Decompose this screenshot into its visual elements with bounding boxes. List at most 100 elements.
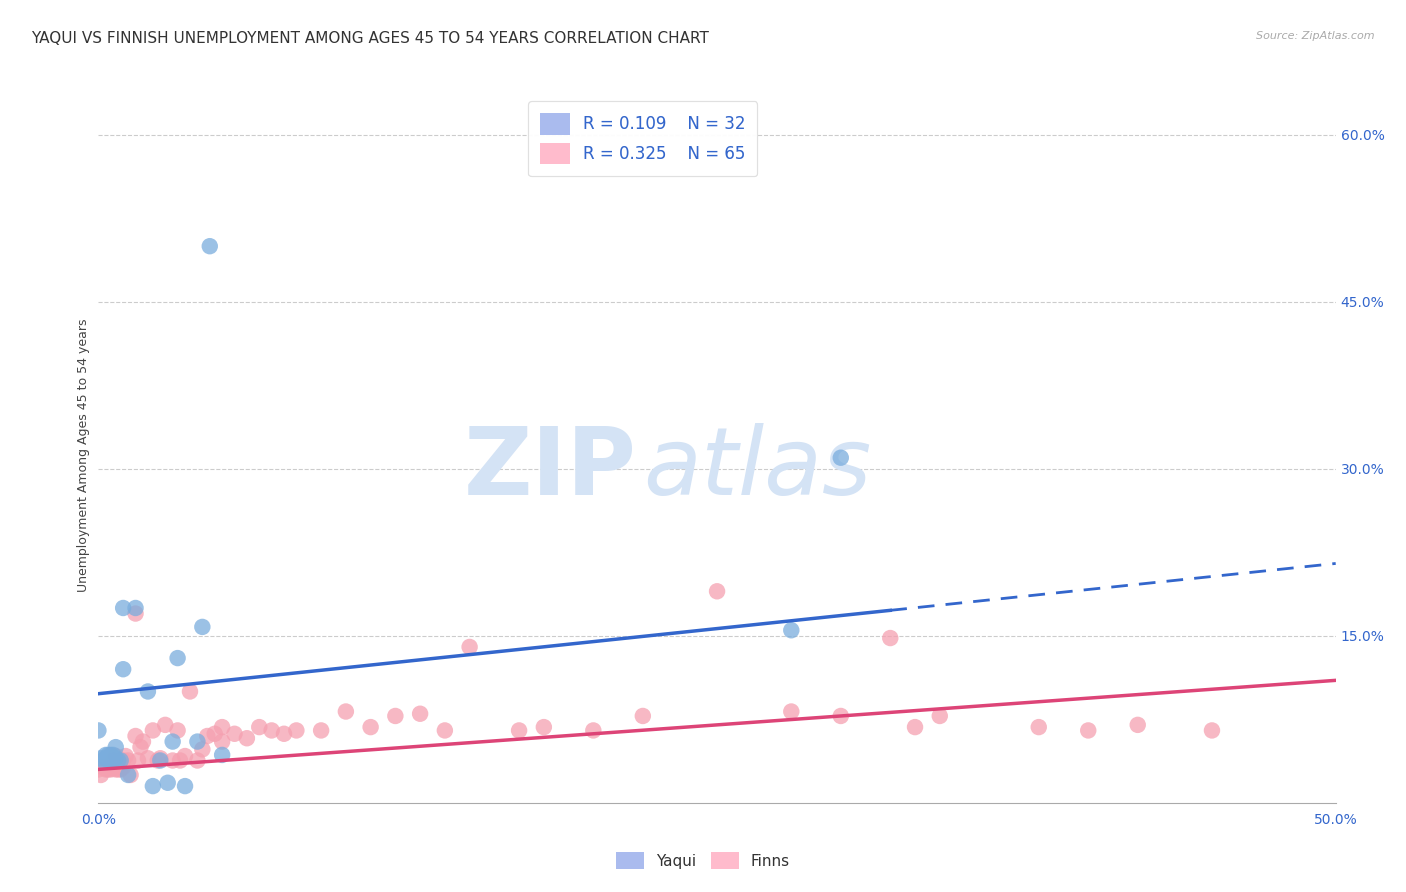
Point	[191, 742, 214, 756]
Point	[136, 751, 159, 765]
Point	[433, 723, 456, 738]
Point	[100, 747, 122, 762]
Point	[162, 754, 184, 768]
Point	[87, 763, 110, 777]
Point	[273, 727, 295, 741]
Text: ZIP: ZIP	[464, 423, 637, 515]
Point	[631, 709, 654, 723]
Point	[124, 729, 146, 743]
Point	[107, 763, 129, 777]
Point	[198, 239, 221, 253]
Point	[384, 709, 406, 723]
Point	[97, 747, 120, 762]
Point	[103, 747, 125, 762]
Point	[830, 709, 852, 723]
Point	[93, 754, 115, 768]
Point	[112, 754, 135, 768]
Point	[149, 754, 172, 768]
Point	[1126, 718, 1149, 732]
Point	[904, 720, 927, 734]
Point	[155, 718, 177, 732]
Point	[260, 723, 283, 738]
Point	[285, 723, 308, 738]
Point	[94, 747, 117, 762]
Point	[309, 723, 332, 738]
Point	[211, 734, 233, 748]
Point	[533, 720, 555, 734]
Point	[104, 749, 127, 764]
Point	[114, 749, 136, 764]
Point	[211, 720, 233, 734]
Point	[90, 768, 112, 782]
Point	[117, 768, 139, 782]
Point	[879, 631, 901, 645]
Point	[186, 734, 208, 748]
Text: Source: ZipAtlas.com: Source: ZipAtlas.com	[1257, 31, 1375, 41]
Point	[142, 779, 165, 793]
Point	[90, 751, 112, 765]
Point	[458, 640, 481, 654]
Point	[179, 684, 201, 698]
Point	[112, 662, 135, 676]
Legend: Yaqui, Finns: Yaqui, Finns	[610, 846, 796, 875]
Point	[149, 751, 172, 765]
Point	[191, 620, 214, 634]
Point	[360, 720, 382, 734]
Point	[117, 754, 139, 768]
Point	[112, 760, 135, 774]
Point	[928, 709, 950, 723]
Point	[409, 706, 432, 721]
Point	[87, 723, 110, 738]
Point	[100, 754, 122, 768]
Point	[162, 734, 184, 748]
Point	[110, 754, 132, 768]
Point	[146, 754, 169, 768]
Point	[174, 749, 197, 764]
Point	[1201, 723, 1223, 738]
Point	[508, 723, 530, 738]
Point	[104, 751, 127, 765]
Text: atlas: atlas	[643, 424, 872, 515]
Point	[830, 450, 852, 465]
Point	[236, 731, 259, 746]
Y-axis label: Unemployment Among Ages 45 to 54 years: Unemployment Among Ages 45 to 54 years	[77, 318, 90, 591]
Point	[169, 754, 191, 768]
Point	[136, 684, 159, 698]
Point	[132, 734, 155, 748]
Point	[104, 763, 127, 777]
Legend: R = 0.109    N = 32, R = 0.325    N = 65: R = 0.109 N = 32, R = 0.325 N = 65	[529, 102, 758, 176]
Point	[156, 776, 179, 790]
Point	[129, 740, 152, 755]
Point	[97, 763, 120, 777]
Point	[1077, 723, 1099, 738]
Point	[195, 729, 218, 743]
Point	[142, 723, 165, 738]
Point	[94, 763, 117, 777]
Point	[124, 601, 146, 615]
Point	[780, 705, 803, 719]
Point	[1028, 720, 1050, 734]
Point	[124, 607, 146, 621]
Point	[112, 601, 135, 615]
Point	[204, 727, 226, 741]
Point	[120, 768, 142, 782]
Point	[582, 723, 605, 738]
Point	[211, 747, 233, 762]
Point	[97, 754, 120, 768]
Point	[110, 763, 132, 777]
Text: YAQUI VS FINNISH UNEMPLOYMENT AMONG AGES 45 TO 54 YEARS CORRELATION CHART: YAQUI VS FINNISH UNEMPLOYMENT AMONG AGES…	[31, 31, 709, 46]
Point	[224, 727, 246, 741]
Point	[103, 760, 125, 774]
Point	[166, 651, 188, 665]
Point	[103, 754, 125, 768]
Point	[186, 754, 208, 768]
Point	[127, 754, 149, 768]
Point	[780, 624, 803, 638]
Point	[174, 779, 197, 793]
Point	[706, 584, 728, 599]
Point	[94, 751, 117, 765]
Point	[107, 754, 129, 768]
Point	[103, 754, 125, 768]
Point	[166, 723, 188, 738]
Point	[335, 705, 357, 719]
